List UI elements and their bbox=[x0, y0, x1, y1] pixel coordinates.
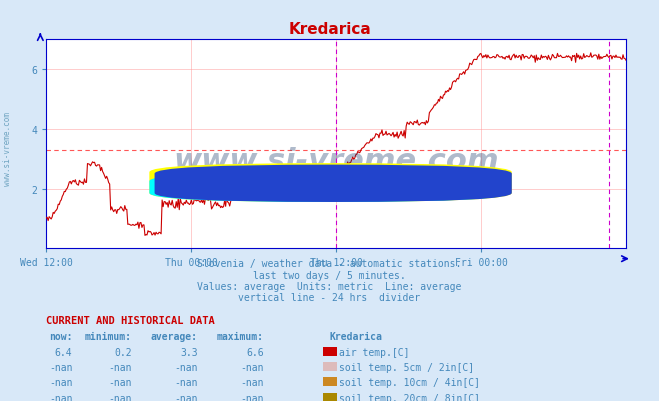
Text: -nan: -nan bbox=[240, 377, 264, 387]
Text: -nan: -nan bbox=[174, 377, 198, 387]
Text: -nan: -nan bbox=[49, 362, 72, 372]
Text: air temp.[C]: air temp.[C] bbox=[339, 347, 410, 357]
Text: maximum:: maximum: bbox=[217, 332, 264, 342]
Text: Kredarica: Kredarica bbox=[330, 332, 382, 342]
Text: now:: now: bbox=[49, 332, 72, 342]
Text: Slovenia / weather data - automatic stations.: Slovenia / weather data - automatic stat… bbox=[197, 259, 462, 269]
Text: www.si-vreme.com: www.si-vreme.com bbox=[173, 147, 499, 176]
Text: -nan: -nan bbox=[174, 393, 198, 401]
Text: CURRENT AND HISTORICAL DATA: CURRENT AND HISTORICAL DATA bbox=[46, 315, 215, 325]
Text: -nan: -nan bbox=[240, 362, 264, 372]
Text: -nan: -nan bbox=[49, 393, 72, 401]
Text: -nan: -nan bbox=[49, 377, 72, 387]
Text: vertical line - 24 hrs  divider: vertical line - 24 hrs divider bbox=[239, 292, 420, 302]
Text: average:: average: bbox=[151, 332, 198, 342]
Text: -nan: -nan bbox=[108, 377, 132, 387]
Text: 6.4: 6.4 bbox=[55, 347, 72, 357]
Text: soil temp. 10cm / 4in[C]: soil temp. 10cm / 4in[C] bbox=[339, 377, 480, 387]
Text: -nan: -nan bbox=[174, 362, 198, 372]
Text: www.si-vreme.com: www.si-vreme.com bbox=[3, 111, 13, 185]
Text: 3.3: 3.3 bbox=[180, 347, 198, 357]
Text: soil temp. 20cm / 8in[C]: soil temp. 20cm / 8in[C] bbox=[339, 393, 480, 401]
Text: -nan: -nan bbox=[108, 393, 132, 401]
Text: Kredarica: Kredarica bbox=[288, 22, 371, 37]
FancyBboxPatch shape bbox=[155, 165, 512, 203]
Text: Values: average  Units: metric  Line: average: Values: average Units: metric Line: aver… bbox=[197, 281, 462, 291]
FancyBboxPatch shape bbox=[150, 164, 512, 203]
Text: 6.6: 6.6 bbox=[246, 347, 264, 357]
Text: -nan: -nan bbox=[108, 362, 132, 372]
Text: -nan: -nan bbox=[240, 393, 264, 401]
FancyBboxPatch shape bbox=[150, 173, 507, 203]
Text: 0.2: 0.2 bbox=[114, 347, 132, 357]
Text: last two days / 5 minutes.: last two days / 5 minutes. bbox=[253, 270, 406, 280]
Text: minimum:: minimum: bbox=[85, 332, 132, 342]
Text: soil temp. 5cm / 2in[C]: soil temp. 5cm / 2in[C] bbox=[339, 362, 474, 372]
